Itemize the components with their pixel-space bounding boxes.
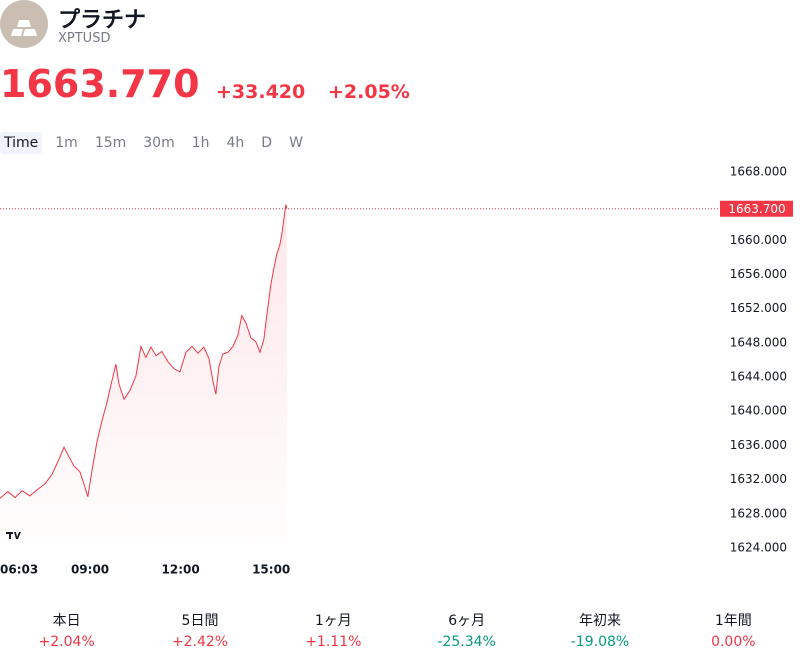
performance-value: -19.08% — [570, 634, 630, 650]
timeframe-tab[interactable]: 15m — [94, 135, 127, 151]
y-tick-label: 1652.000 — [730, 301, 787, 315]
price: 1663.770 — [0, 62, 200, 106]
x-tick-label: 06:03 — [0, 563, 38, 577]
y-tick-label: 1656.000 — [730, 267, 787, 281]
performance-item[interactable]: 1ヶ月 +1.11% — [267, 610, 400, 650]
change-percent: +2.05% — [328, 81, 410, 103]
timeframe-tab[interactable]: 1h — [191, 135, 210, 151]
y-tick-label: 1644.000 — [730, 370, 787, 384]
line — [0, 204, 288, 499]
y-tick-label: 1628.000 — [730, 506, 787, 520]
timeframe-tab[interactable]: Time — [0, 132, 43, 154]
y-tick-label: 1668.000 — [730, 164, 787, 178]
y-tick-label: 1624.000 — [730, 540, 787, 554]
performance-label: 本日 — [52, 613, 81, 629]
last-price-badge — [720, 200, 793, 217]
performance-label: 年初来 — [578, 613, 621, 629]
y-tick-label: 1640.000 — [730, 404, 787, 418]
y-tick-label: 1632.000 — [730, 472, 787, 486]
performance-value: +2.42% — [171, 634, 229, 650]
performance-label: 1ヶ月 — [314, 613, 352, 629]
y-tick-label: 1660.000 — [730, 233, 787, 247]
performance-label: 6ヶ月 — [448, 613, 486, 629]
performance-value: +2.04% — [38, 634, 95, 650]
performance-value: -25.34% — [437, 634, 496, 650]
change: +33.420 — [216, 81, 306, 103]
chart: 1624.000 1628.000 1632.000 1636.000 1640.000… — [0, 164, 793, 577]
timeframe-tab[interactable]: 1m — [55, 135, 78, 151]
symbol: XPTUSD — [58, 31, 111, 46]
performance-label: 1年間 — [714, 613, 752, 629]
performance-item[interactable]: 年初来 -19.08% — [533, 610, 666, 650]
performance-item[interactable]: 5日間 +2.42% — [133, 610, 266, 650]
last-price-label: 1663.700 — [728, 202, 785, 216]
timeframe-tab[interactable]: 30m — [143, 135, 175, 151]
y-tick-label: 1648.000 — [730, 335, 787, 349]
title: プラチナ — [58, 8, 147, 33]
performance-item[interactable]: 本日 +2.04% — [0, 610, 133, 650]
performance-item[interactable]: 6ヶ月 -25.34% — [400, 610, 533, 650]
performance: 本日 +2.04% 5日間 +2.42% 1ヶ月 +1.11% 6ヶ月 -25.34% 年初来 -… — [0, 610, 800, 650]
x-tick-label: 15:00 — [252, 563, 290, 577]
performance-item[interactable]: 1年間 0.00% — [667, 610, 800, 650]
timeframe-tab[interactable]: D — [261, 135, 273, 151]
timeframe-tab[interactable]: W — [289, 135, 303, 151]
symbol-icon — [0, 0, 48, 48]
tabs: Time 1m 15m 30m 1h 4h D W — [0, 132, 316, 154]
timeframe-tab[interactable]: 4h — [226, 135, 245, 151]
area — [0, 204, 287, 545]
performance-value: +1.11% — [305, 634, 362, 650]
x-tick-label: 09:00 — [71, 563, 109, 577]
performance-label: 5日間 — [181, 613, 219, 629]
x-tick-label: 12:00 — [162, 563, 200, 577]
performance-value: 0.00% — [711, 634, 756, 650]
y-tick-label: 1636.000 — [730, 438, 787, 452]
